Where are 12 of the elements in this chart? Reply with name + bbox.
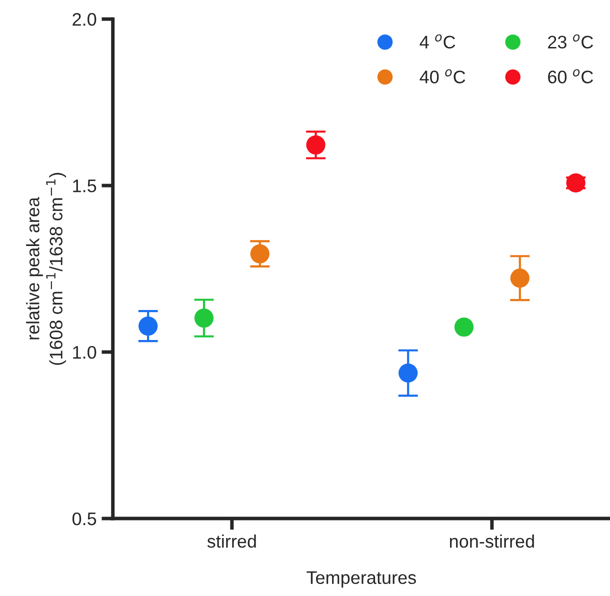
y-tick-label: 1.5 [73,180,96,192]
legend-label: 23 $^{o}$C [548,34,594,48]
legend-label: 40 $^{o}$C [420,69,466,84]
x-tick-label: stirred [207,534,256,548]
y-tick-label: 0.5 [72,512,96,526]
legend-label: 60 $^{o}$C [548,69,594,84]
y-tick-label: 1.0 [73,346,96,359]
legend-label: 4 $^{o}$C [420,34,456,48]
y-axis-title: relative peak area (1608 cm$^{−1}$/1638 cm$^{−1}$) [26,172,66,365]
x-axis-title: Temperatures [306,571,416,588]
x-tick-label: non-stirred [450,534,534,548]
y-tick-label: 2.0 [72,13,96,26]
